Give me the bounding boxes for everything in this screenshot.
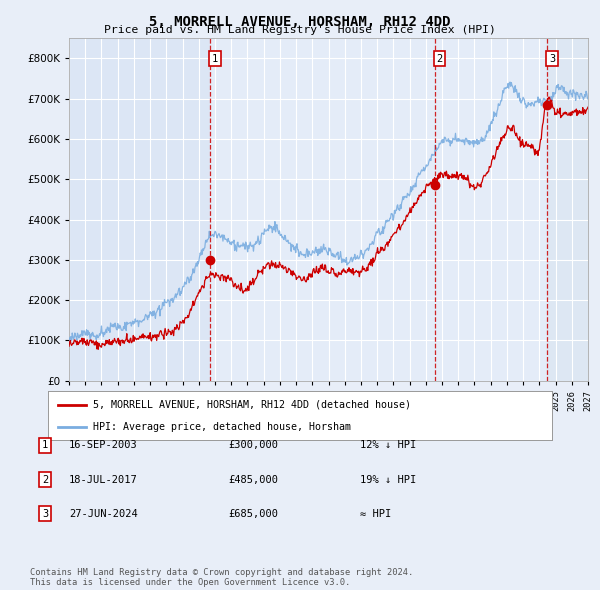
Text: Contains HM Land Registry data © Crown copyright and database right 2024.
This d: Contains HM Land Registry data © Crown c… [30,568,413,587]
Text: 1: 1 [42,441,48,450]
Text: 5, MORRELL AVENUE, HORSHAM, RH12 4DD (detached house): 5, MORRELL AVENUE, HORSHAM, RH12 4DD (de… [94,399,412,409]
Text: 12% ↓ HPI: 12% ↓ HPI [360,441,416,450]
Bar [547,38,588,381]
Text: ≈ HPI: ≈ HPI [360,509,391,519]
Text: £485,000: £485,000 [228,475,278,484]
Text: 1: 1 [212,54,218,64]
Bar [210,38,588,381]
Text: 3: 3 [42,509,48,519]
Bar [547,38,588,381]
Text: HPI: Average price, detached house, Horsham: HPI: Average price, detached house, Hors… [94,422,352,432]
Text: Price paid vs. HM Land Registry's House Price Index (HPI): Price paid vs. HM Land Registry's House … [104,25,496,35]
Text: 3: 3 [549,54,555,64]
Text: £685,000: £685,000 [228,509,278,519]
Text: 27-JUN-2024: 27-JUN-2024 [69,509,138,519]
Text: 18-JUL-2017: 18-JUL-2017 [69,475,138,484]
Text: 2: 2 [42,475,48,484]
Text: 16-SEP-2003: 16-SEP-2003 [69,441,138,450]
Text: 2: 2 [436,54,442,64]
Text: 19% ↓ HPI: 19% ↓ HPI [360,475,416,484]
Text: 5, MORRELL AVENUE, HORSHAM, RH12 4DD: 5, MORRELL AVENUE, HORSHAM, RH12 4DD [149,15,451,29]
Text: £300,000: £300,000 [228,441,278,450]
